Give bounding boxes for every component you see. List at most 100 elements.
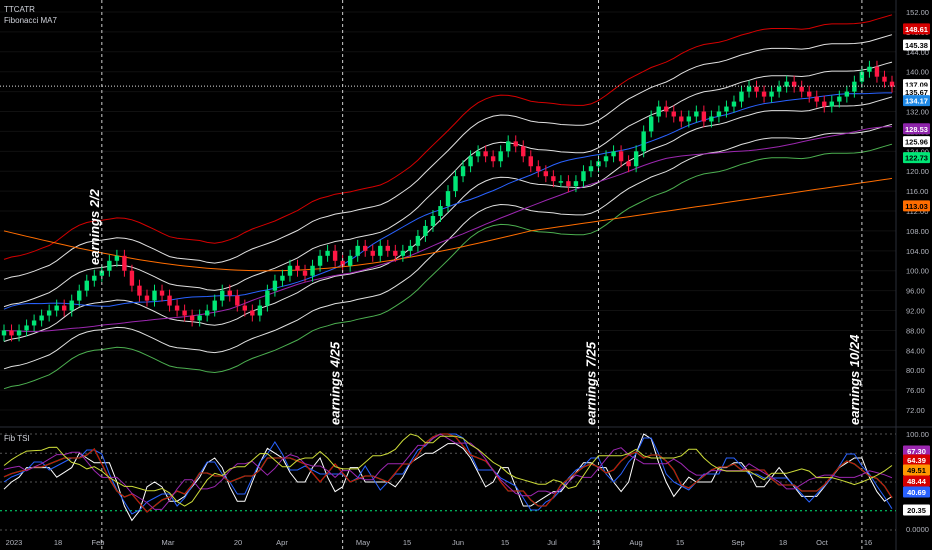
price-tag-label: 148.61	[905, 25, 928, 34]
oscillator-label: Fib TSI	[4, 434, 30, 443]
candle-body	[310, 265, 315, 276]
candle-body	[122, 255, 127, 271]
candle-body	[852, 81, 857, 92]
candle-body	[295, 265, 300, 271]
candle-body	[332, 250, 338, 261]
osc-line	[3, 433, 893, 513]
candle-body	[611, 151, 616, 157]
candle-body	[197, 315, 202, 321]
candle-body	[54, 305, 59, 311]
candle-body	[363, 245, 368, 251]
candle-body	[144, 295, 150, 301]
candle-body	[9, 330, 14, 336]
candle-body	[679, 116, 684, 122]
candle-body	[408, 245, 413, 251]
price-tag-box	[903, 454, 930, 466]
candle-body	[415, 235, 421, 246]
price-tag-box	[903, 464, 930, 476]
study-label: Fibonacci MA7	[4, 16, 57, 25]
orange-ma-line	[3, 177, 893, 272]
candle-body	[686, 116, 692, 122]
candle-body	[129, 270, 135, 286]
candle-body	[566, 181, 571, 187]
candle-body	[340, 260, 345, 266]
candle-body	[483, 151, 488, 157]
candle-body	[468, 156, 473, 167]
osc-line	[3, 433, 893, 507]
candle-body	[423, 225, 428, 236]
price-tag-label: 64.39	[907, 456, 926, 465]
time-tick-label: May	[356, 538, 370, 547]
candle-body	[641, 131, 646, 152]
candle-body	[709, 116, 714, 122]
price-tick-label: 76.00	[906, 386, 925, 395]
candle-body	[227, 290, 232, 296]
band-line	[3, 14, 893, 260]
time-tick-label: Feb	[92, 538, 105, 547]
earnings-label: earnings 4/25	[328, 341, 343, 425]
price-tag-box	[903, 39, 930, 51]
time-axis[interactable]: 2023 18 Feb Mar 20 Apr May 15 Jun 15 Jul 18 Aug 15 Sep…	[6, 538, 873, 547]
candle-body	[521, 146, 526, 157]
candle-body	[16, 330, 22, 336]
candle-body	[829, 101, 834, 107]
candle-body	[347, 255, 353, 266]
price-tick-label: 144.00	[906, 48, 929, 57]
candle-body	[438, 206, 443, 216]
candle-body	[189, 315, 195, 321]
candle-body	[739, 91, 744, 102]
price-tag-label: 135.67	[905, 88, 928, 97]
candle-body	[107, 260, 112, 271]
candle-body	[490, 156, 496, 162]
candle-body	[506, 141, 511, 152]
earnings-label: earnings 7/25	[584, 341, 599, 425]
price-tag-label: 145.38	[905, 41, 928, 50]
candle-body	[618, 151, 624, 162]
candle-body	[498, 151, 503, 162]
candle-body	[378, 245, 383, 256]
candle-body	[701, 111, 707, 122]
candle-body	[430, 216, 436, 226]
time-tick-label: 2023	[6, 538, 23, 547]
candle-body	[370, 250, 375, 256]
candle-body	[287, 265, 293, 276]
price-tag-box	[903, 200, 930, 212]
price-tag-label: 134.17	[905, 97, 928, 106]
band-line	[3, 123, 893, 370]
candle-body	[1, 330, 7, 336]
candle-body	[882, 76, 887, 82]
price-tag-box	[903, 152, 930, 164]
price-tag-box	[903, 486, 930, 498]
price-tag-box	[903, 475, 930, 487]
candle-body	[784, 81, 789, 87]
candle-body	[204, 310, 210, 316]
candle-body	[716, 111, 722, 117]
candle-body	[656, 106, 661, 117]
earnings-label: earnings 10/24	[847, 334, 862, 425]
time-tick-label: 15	[676, 538, 684, 547]
candle-body	[754, 86, 759, 92]
band-line	[3, 61, 893, 308]
price-tag-box	[903, 86, 930, 98]
osc-tick-label: 0.0000	[906, 525, 929, 534]
price-tick-label: 88.00	[906, 326, 925, 335]
price-tag-label: 113.03	[905, 202, 928, 211]
candle-body	[776, 86, 782, 92]
price-tick-label: 120.00	[906, 167, 929, 176]
price-tick-label: 92.00	[906, 307, 925, 316]
tsi-oscillator	[0, 433, 896, 531]
price-tag-label: 125.96	[905, 138, 928, 147]
price-tag-box	[903, 123, 930, 135]
candle-body	[799, 86, 804, 92]
candle-body	[769, 91, 774, 97]
price-tick-label: 152.00	[906, 8, 929, 17]
candle-body	[536, 166, 541, 172]
candle-body	[114, 255, 120, 261]
candle-body	[822, 101, 827, 107]
candle-body	[385, 245, 390, 251]
candle-body	[528, 156, 533, 167]
price-tag-label: 20.35	[907, 506, 926, 515]
candle-body	[31, 320, 37, 326]
